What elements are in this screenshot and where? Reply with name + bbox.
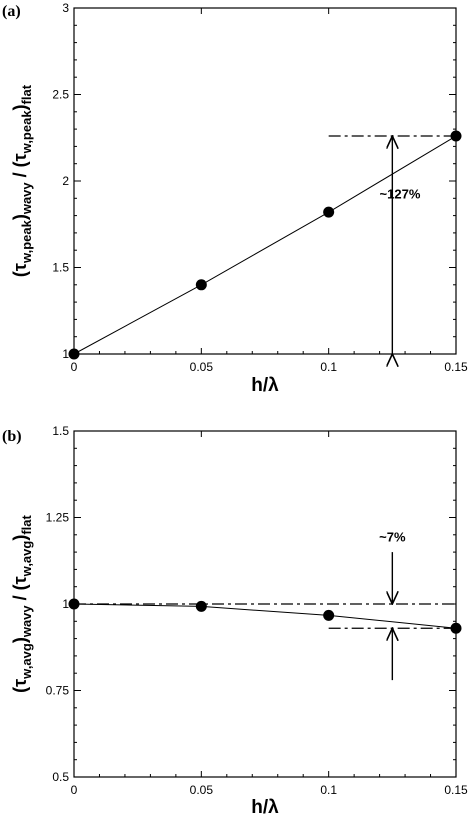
y-tick-label: 1 (62, 347, 69, 361)
y-axis-label-part: ) (10, 214, 30, 220)
x-tick-label: 0 (71, 360, 78, 374)
x-axis-label: h/λ (251, 375, 279, 396)
y-axis-label-subscript: wavy (19, 605, 34, 639)
x-tick-label: 0.1 (320, 783, 337, 797)
y-axis-label-subscript: flat (19, 84, 34, 104)
y-tick-label: 1.5 (52, 424, 69, 438)
x-tick-label: 0.05 (190, 360, 214, 374)
chart-panel-a: (a)0 0.05 0.1 0.1511.522.53~127%h/λ(τw,peak… (2, 1, 468, 396)
data-point (323, 206, 335, 218)
y-tick-label: 1 (62, 597, 69, 611)
y-tick-label: 3 (62, 1, 69, 15)
data-point (195, 600, 207, 612)
data-point (450, 130, 462, 142)
data-point (68, 598, 80, 610)
y-axis-label-part: (τ (10, 679, 30, 693)
y-axis-label: (τw,peak)wavy / (τw,peak)flat (10, 84, 34, 277)
y-tick-label: 0.75 (46, 684, 70, 698)
x-tick-label: 0.05 (190, 783, 214, 797)
y-axis-label-part: / (τ (10, 576, 30, 605)
y-axis-label-subscript: flat (19, 514, 34, 534)
annotation-label: ~127% (380, 186, 421, 201)
y-axis-label-subscript: w,peak (19, 219, 34, 264)
y-tick-label: 1.25 (46, 511, 70, 525)
y-axis-label-subscript: w,peak (19, 110, 34, 155)
annotation-label: ~7% (379, 530, 406, 545)
x-axis-label: h/λ (251, 797, 279, 818)
y-axis-label-part: / (τ (10, 153, 30, 182)
y-tick-label: 0.5 (52, 770, 69, 784)
y-axis-label-part: (τ (10, 263, 30, 277)
data-point (195, 279, 207, 291)
data-point (68, 348, 80, 360)
series-line (73, 603, 457, 629)
x-tick-label: 0.1 (320, 360, 337, 374)
panel-label: (a) (2, 3, 21, 20)
data-point (450, 622, 462, 634)
series-line (73, 135, 457, 355)
y-axis-label-part: ) (10, 535, 30, 541)
panel-label: (b) (2, 428, 22, 445)
y-axis-label-subscript: wavy (19, 182, 34, 216)
y-axis-label-part: ) (10, 637, 30, 643)
x-tick-label: 0 (71, 783, 78, 797)
y-axis-label-subscript: w,avg (19, 541, 34, 578)
y-tick-label: 2.5 (52, 88, 69, 102)
y-axis-label: (τw,avg)wavy / (τw,avg)flat (10, 514, 34, 692)
y-tick-label: 2 (62, 174, 69, 188)
y-axis-label-subscript: w,avg (19, 643, 34, 680)
y-axis-label-part: ) (10, 104, 30, 110)
y-tick-label: 1.5 (52, 261, 69, 275)
x-tick-label: 0.15 (444, 360, 468, 374)
x-tick-label: 0.15 (444, 783, 468, 797)
plot-frame (73, 7, 457, 355)
data-point (323, 609, 335, 621)
chart-panel-b: (b)0 0.05 0.1 0.150.50.7511.251.5~7%h/λ(τw,… (2, 424, 468, 818)
